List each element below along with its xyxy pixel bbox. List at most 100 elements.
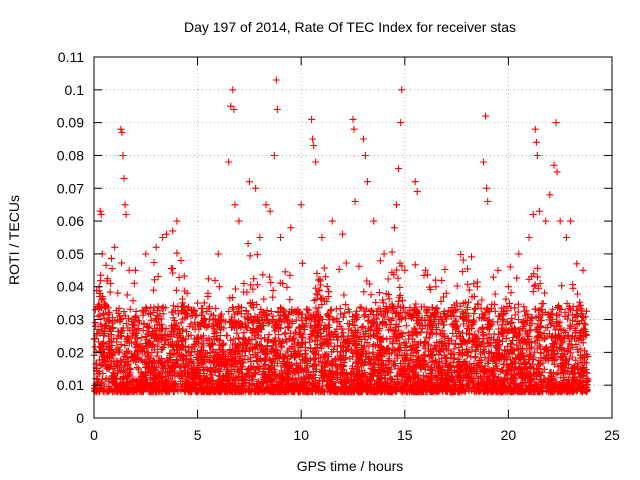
data-point xyxy=(147,332,155,340)
data-point xyxy=(468,253,475,261)
data-point xyxy=(522,358,530,366)
data-point xyxy=(424,342,432,350)
data-point xyxy=(169,308,177,316)
data-point xyxy=(477,340,485,348)
data-point xyxy=(170,369,178,377)
data-point xyxy=(481,311,489,319)
data-point xyxy=(411,304,418,312)
data-point xyxy=(424,271,431,279)
data-point xyxy=(360,288,368,296)
data-point xyxy=(100,331,107,339)
data-point xyxy=(339,329,347,337)
data-point xyxy=(313,344,321,352)
data-point xyxy=(247,388,255,396)
data-point xyxy=(386,374,394,382)
data-point xyxy=(481,353,489,361)
data-point xyxy=(137,373,145,381)
data-point xyxy=(543,387,551,395)
data-point xyxy=(198,357,206,365)
data-point xyxy=(500,375,508,383)
data-point xyxy=(290,354,298,362)
data-point xyxy=(340,344,348,351)
data-point xyxy=(286,271,294,279)
data-point xyxy=(358,346,366,354)
data-point xyxy=(322,273,330,281)
data-point xyxy=(340,291,348,299)
data-point xyxy=(504,342,512,350)
data-point xyxy=(315,286,323,294)
data-point xyxy=(483,324,491,332)
data-point xyxy=(95,338,103,346)
data-point xyxy=(500,352,508,360)
data-point xyxy=(390,360,398,368)
data-point xyxy=(427,313,435,321)
data-point xyxy=(526,377,534,385)
data-point xyxy=(235,335,243,343)
data-point xyxy=(498,351,506,359)
data-point xyxy=(210,330,218,338)
data-point xyxy=(219,349,227,357)
data-point xyxy=(337,384,345,392)
data-point xyxy=(493,342,501,350)
data-point xyxy=(468,324,476,332)
data-point xyxy=(421,365,429,373)
data-point xyxy=(317,281,325,289)
data-point xyxy=(578,384,586,392)
data-point xyxy=(332,360,340,368)
data-point xyxy=(522,340,530,348)
data-point xyxy=(365,355,373,363)
data-point xyxy=(319,377,327,385)
data-point xyxy=(215,367,223,375)
data-point xyxy=(352,383,360,391)
data-point xyxy=(577,310,585,318)
data-point xyxy=(323,336,331,344)
data-point xyxy=(383,335,391,343)
data-point xyxy=(313,269,321,277)
data-point xyxy=(537,322,545,330)
data-point xyxy=(360,372,368,380)
data-point xyxy=(261,350,269,358)
data-point xyxy=(499,316,507,324)
data-point xyxy=(182,346,189,354)
data-point xyxy=(254,349,262,357)
data-point xyxy=(123,291,131,299)
data-point xyxy=(291,307,299,315)
data-point xyxy=(207,310,215,318)
data-point xyxy=(461,388,469,396)
data-point xyxy=(534,264,542,272)
data-point xyxy=(440,293,447,301)
data-point xyxy=(530,282,538,290)
data-point xyxy=(127,378,135,386)
data-point xyxy=(389,304,397,312)
data-point xyxy=(441,313,449,321)
data-point xyxy=(580,319,588,327)
data-point xyxy=(213,383,221,390)
data-point xyxy=(206,374,214,382)
data-point xyxy=(517,387,525,395)
data-point xyxy=(281,268,289,276)
data-point xyxy=(96,347,104,355)
data-point xyxy=(233,309,241,317)
data-point xyxy=(292,316,300,324)
data-point xyxy=(117,341,125,348)
data-point xyxy=(150,286,157,294)
data-point xyxy=(499,332,507,340)
data-point xyxy=(306,338,314,346)
data-point xyxy=(554,369,562,377)
data-point xyxy=(286,383,294,391)
data-point xyxy=(269,293,277,301)
data-point xyxy=(377,308,385,316)
data-point xyxy=(571,335,578,342)
data-point xyxy=(333,314,341,322)
data-point xyxy=(558,382,566,390)
data-point xyxy=(132,314,140,322)
data-point xyxy=(344,376,352,384)
data-point xyxy=(431,382,439,390)
data-point xyxy=(91,306,99,314)
data-point xyxy=(114,289,122,297)
data-point xyxy=(128,332,136,340)
data-point xyxy=(320,264,328,272)
data-point xyxy=(193,348,201,356)
data-point xyxy=(368,387,376,395)
data-point xyxy=(255,365,263,373)
